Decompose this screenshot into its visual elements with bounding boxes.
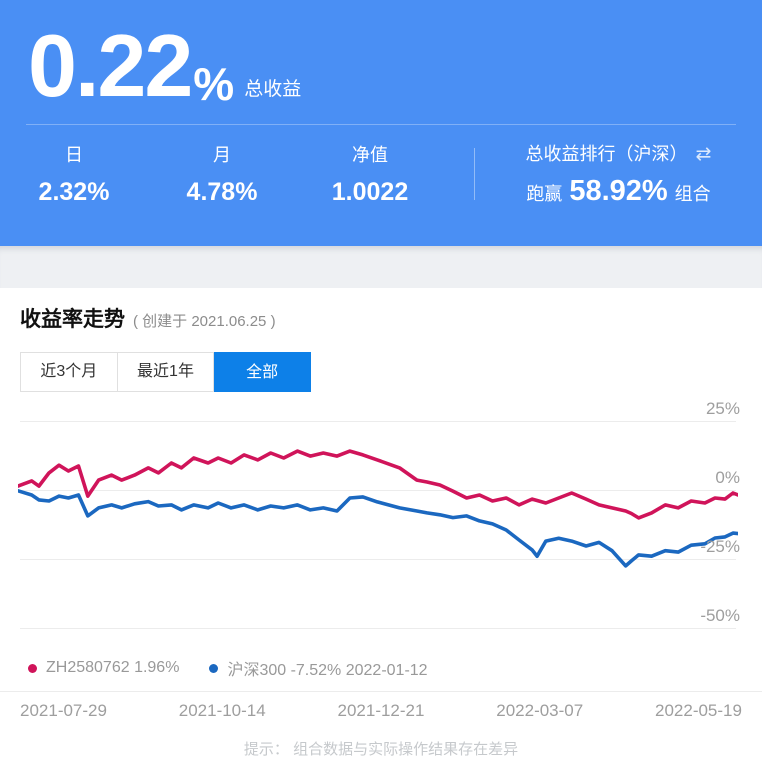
stat-nav-label: 净值 (352, 144, 388, 165)
stat-month-value: 4.78% (186, 177, 258, 206)
gridline-neg50 (20, 628, 736, 629)
tab-all[interactable]: 全部 (214, 352, 312, 392)
total-return-value: 0.22 (28, 16, 193, 115)
total-return-block: 0.22 % 总收益 (0, 0, 762, 115)
stat-month: 月 4.78% (148, 141, 296, 207)
stat-day-label: 日 (65, 144, 83, 165)
chart-legend: ZH2580762 1.96% 沪深300 -7.52% 2022-01-12 (28, 656, 762, 680)
stat-day-value: 2.32% (38, 177, 110, 206)
section-spacer (0, 246, 762, 288)
tab-1-year[interactable]: 最近1年 (117, 352, 215, 392)
stat-nav: 净值 1.0022 (296, 141, 444, 207)
legend-benchmark-label: 沪深300 -7.52% 2022-01-12 (227, 662, 428, 679)
gridline-25 (20, 421, 736, 422)
series-line-ZH2580762 (18, 449, 738, 520)
legend-item-benchmark[interactable]: 沪深300 -7.52% 2022-01-12 (209, 656, 428, 680)
tab-3-months[interactable]: 近3个月 (20, 352, 118, 392)
legend-portfolio-label: ZH2580762 1.96% (46, 659, 180, 676)
stat-day: 日 2.32% (0, 141, 148, 207)
gridline-neg25 (20, 559, 736, 560)
portfolio-series-dot-icon (28, 663, 37, 673)
section-created-date: ( 创建于 2021.06.25 ) (133, 313, 276, 330)
section-title-row: 收益率走势 ( 创建于 2021.06.25 ) (0, 288, 762, 333)
chart-canvas[interactable] (18, 398, 738, 634)
axis-separator (0, 691, 762, 692)
x-tick: 2021-10-14 (178, 701, 266, 720)
rank-suffix: 组合 (674, 183, 711, 204)
y-axis-label: -50% (700, 606, 740, 625)
x-tick: 2022-03-07 (496, 701, 584, 720)
rank-percent: 58.92% (569, 174, 668, 207)
header-divider (26, 123, 736, 125)
y-axis-label: 25% (705, 399, 740, 418)
series-line-沪深300 (18, 489, 738, 568)
x-tick: 2022-05-19 (655, 701, 742, 720)
disclaimer-text: 提示： 组合数据与实际操作结果存在差异 (243, 741, 519, 758)
swap-benchmark-icon[interactable]: ⇄ (695, 143, 712, 165)
stats-row: 日 2.32% 月 4.78% 净值 1.0022 总收益排行（沪深） ⇄ 跑赢 … (0, 125, 762, 208)
x-tick: 2021-12-21 (337, 701, 425, 720)
summary-header: 0.22 % 总收益 日 2.32% 月 4.78% 净值 1.0022 总收益… (0, 0, 762, 246)
line-chart[interactable]: 25% 0% -25% -50% (18, 398, 740, 634)
time-range-tabs: 近3个月 最近1年 全部 (20, 352, 312, 392)
section-title: 收益率走势 (20, 308, 125, 331)
y-axis-label: 0% (715, 468, 740, 487)
rank-block: 总收益排行（沪深） ⇄ 跑赢 58.92% 组合 (475, 140, 762, 208)
y-axis-label: -25% (700, 537, 740, 556)
vertical-divider (474, 147, 475, 200)
total-return-unit: % (193, 57, 235, 110)
x-tick: 2021-07-29 (20, 701, 107, 720)
total-return-label: 总收益 (244, 78, 302, 100)
stat-month-label: 月 (213, 144, 231, 165)
gridline-0 (20, 490, 736, 491)
return-trend-card: 收益率走势 ( 创建于 2021.06.25 ) 近3个月 最近1年 全部 25… (0, 288, 762, 759)
rank-title: 总收益排行（沪深） (525, 143, 688, 164)
benchmark-series-dot-icon (209, 663, 219, 673)
rank-prefix: 跑赢 (526, 183, 563, 204)
legend-item-portfolio[interactable]: ZH2580762 1.96% (28, 659, 179, 677)
stat-nav-value: 1.0022 (331, 177, 409, 206)
x-axis-labels: 2021-07-29 2021-10-14 2021-12-21 2022-03… (20, 701, 742, 721)
